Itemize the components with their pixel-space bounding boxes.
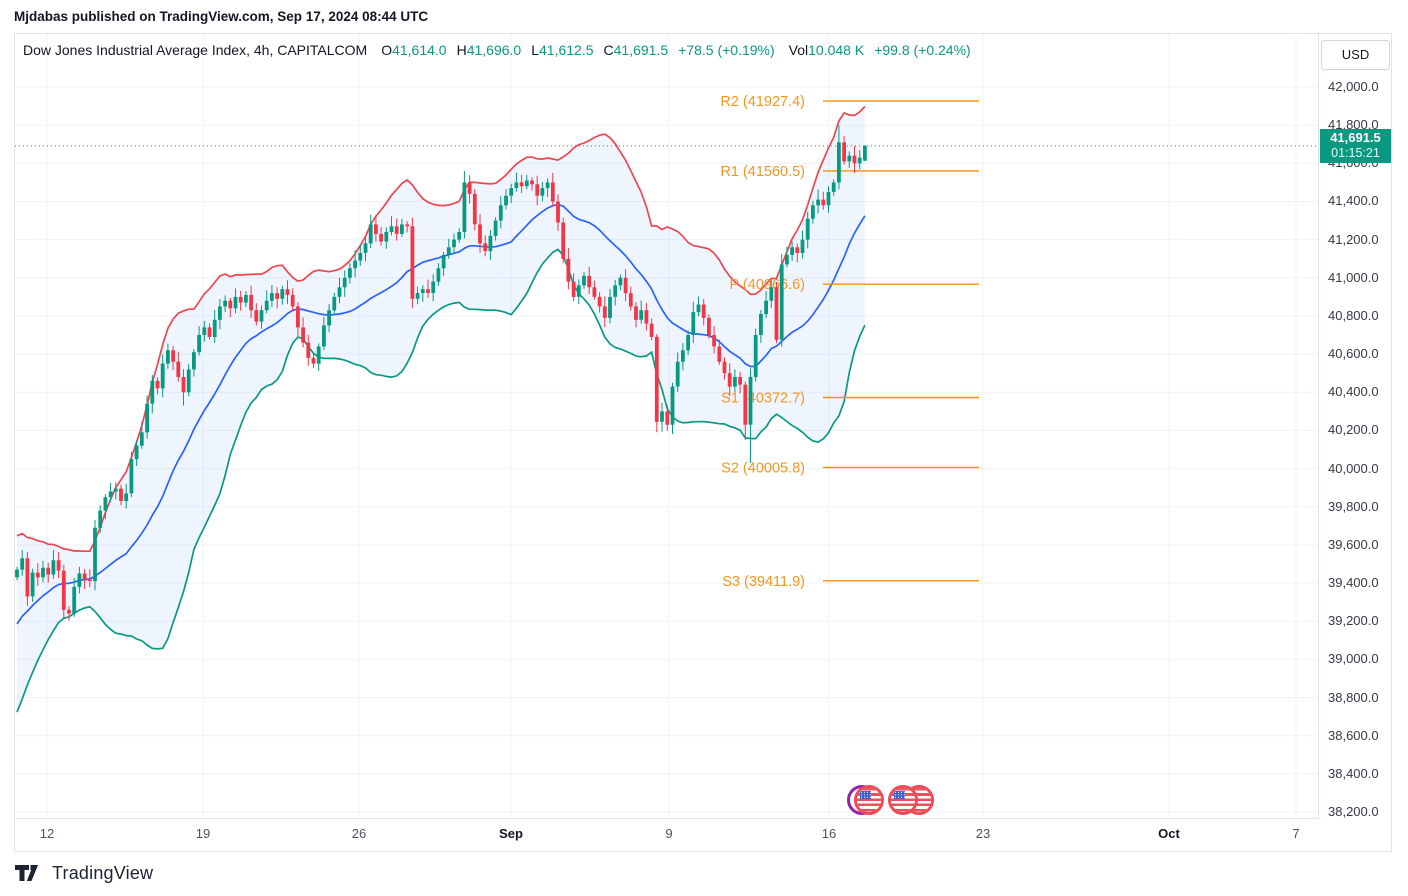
price-tick-label: 40,000.0 (1328, 460, 1379, 476)
time-tick-label: 19 (195, 826, 211, 841)
time-tick-label: 7 (1292, 826, 1300, 841)
tradingview-logo-icon (15, 865, 38, 881)
last-price-badge: 41,691.5 01:15:21 (1320, 128, 1391, 163)
price-tick-label: 40,600.0 (1328, 346, 1379, 362)
price-tick-label: 39,000.0 (1328, 651, 1379, 667)
price-tick-label: 41,000.0 (1328, 269, 1379, 285)
brand-name: TradingView (52, 862, 154, 883)
ohlc-high: H41,696.0 (456, 42, 522, 58)
price-tick-label: 39,400.0 (1328, 575, 1379, 591)
symbol-title[interactable]: Dow Jones Industrial Average Index, 4h, … (23, 42, 368, 58)
chart-legend[interactable]: Dow Jones Industrial Average Index, 4h, … (23, 42, 971, 58)
time-tick-label: 26 (351, 826, 367, 841)
price-tick-label: 40,200.0 (1328, 422, 1379, 438)
price-tick-label: 39,800.0 (1328, 498, 1379, 514)
price-tick-label: 41,400.0 (1328, 193, 1379, 209)
pivot-label-S1: S1 (40372.7) (721, 391, 805, 407)
published-note: Mjdabas published on TradingView.com, Se… (14, 9, 429, 24)
volume: Vol10.048 K (788, 42, 865, 58)
pivot-label-S2: S2 (40005.8) (721, 461, 805, 477)
volume-change: +99.8 (+0.24%) (874, 42, 971, 58)
bollinger-fill (17, 106, 865, 713)
footer: TradingView (14, 858, 153, 888)
candles (15, 125, 867, 621)
price-tick-label: 38,200.0 (1328, 804, 1379, 819)
price-tick-label: 41,200.0 (1328, 231, 1379, 247)
currency-button[interactable]: USD (1321, 40, 1390, 70)
price-tick-label: 38,800.0 (1328, 689, 1379, 705)
price-change: +78.5 (+0.19%) (678, 42, 775, 58)
ohlc-low: L41,612.5 (531, 42, 594, 58)
event-flags[interactable] (845, 783, 955, 819)
time-tick-label: 23 (975, 826, 991, 841)
time-tick-label: Sep (499, 826, 523, 841)
last-price-value: 41,691.5 (1330, 129, 1381, 145)
us-flag-icon[interactable] (854, 785, 884, 815)
ohlc-open: O41,614.0 (381, 42, 447, 58)
price-tick-label: 40,800.0 (1328, 307, 1379, 323)
time-tick-label: 12 (39, 826, 55, 841)
price-tick-label: 39,600.0 (1328, 536, 1379, 552)
bollinger-upper-line (16, 105, 866, 553)
bar-countdown: 01:15:21 (1331, 145, 1380, 160)
price-tick-label: 42,000.0 (1328, 79, 1379, 94)
price-tick-label: 38,400.0 (1328, 765, 1379, 781)
pivot-label-P: P (40966.6) (729, 277, 805, 293)
pivot-label-R1: R1 (41560.5) (720, 164, 805, 180)
price-tick-label: 41,800.0 (1328, 117, 1379, 133)
price-tick-label: 38,600.0 (1328, 727, 1379, 743)
time-tick-label: 9 (665, 826, 673, 841)
chart-widget: R2 (41927.4) R1 (41560.5) P (40966.6) S1 (4… (14, 33, 1392, 852)
time-tick-label: 16 (821, 826, 837, 841)
price-tick-label: 39,200.0 (1328, 613, 1379, 629)
price-tick-label: 40,400.0 (1328, 384, 1379, 400)
pivot-label-R2: R2 (41927.4) (720, 94, 805, 110)
time-axis[interactable]: 12 19 26 Sep 9 16 23 Oct 7 (15, 818, 1319, 851)
time-tick-label: Oct (1158, 826, 1180, 841)
bollinger-middle-line (16, 203, 866, 625)
price-axis[interactable]: USD 41,691.5 01:15:21 42,000.0 41,800.0 41… (1318, 34, 1391, 820)
grid (15, 34, 1319, 820)
pivot-label-S3: S3 (39411.9) (722, 574, 805, 590)
bollinger-lower-line (16, 248, 866, 713)
price-chart-canvas[interactable]: R2 (41927.4) R1 (41560.5) P (40966.6) S1 (4… (15, 34, 1319, 820)
ohlc-close: C41,691.5 (603, 42, 669, 58)
pivot-levels: R2 (41927.4) R1 (41560.5) P (40966.6) S1 (4… (720, 94, 979, 590)
us-flag-icon[interactable] (888, 785, 918, 815)
